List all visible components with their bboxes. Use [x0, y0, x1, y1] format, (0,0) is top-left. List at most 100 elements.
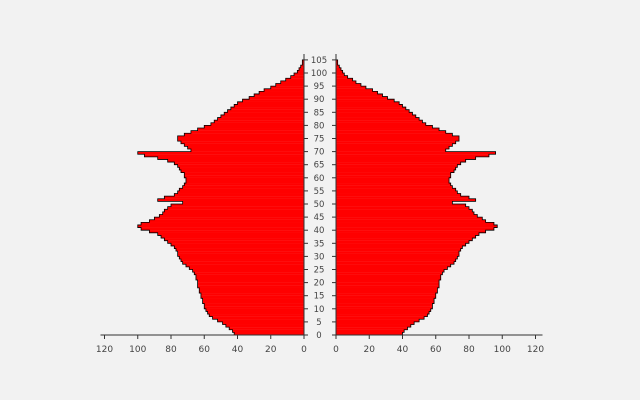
left-bar-age-70	[190, 148, 304, 152]
left-bar-age-6	[212, 316, 304, 320]
right-bar-age-26	[336, 264, 451, 268]
right-bar-age-101	[336, 67, 341, 71]
age-label-40: 40	[314, 226, 325, 236]
right-bar-age-21	[336, 277, 441, 281]
right-bar-age-98	[336, 75, 348, 79]
left-bar-age-31	[177, 251, 304, 254]
right-x-tick-label-0: 0	[333, 345, 339, 355]
right-bar-age-37	[336, 235, 476, 239]
right-bar-age-34	[336, 243, 466, 247]
right-bar-age-48	[336, 206, 469, 210]
left-bar-age-61	[184, 172, 304, 176]
left-bar-age-10	[204, 306, 304, 309]
right-bar-age-97	[336, 78, 353, 82]
left-bar-age-36	[164, 238, 304, 241]
left-bar-age-69	[137, 151, 304, 155]
right-bar-age-86	[336, 107, 406, 110]
left-bar-age-34	[171, 243, 304, 247]
age-label-0: 0	[316, 331, 321, 341]
age-label-25: 25	[314, 266, 325, 276]
right-bar-age-59	[336, 177, 450, 181]
right-bar-age-79	[336, 125, 433, 129]
left-bar-age-9	[205, 308, 304, 312]
right-bar-age-77	[336, 130, 446, 134]
left-bar-age-88	[237, 101, 304, 105]
right-bar-age-71	[336, 146, 450, 150]
right-bar-age-70	[336, 148, 446, 152]
right-bar-age-81	[336, 120, 423, 123]
right-bar-age-83	[336, 114, 416, 118]
right-bar-age-31	[336, 251, 460, 254]
right-bar-age-75	[336, 135, 460, 139]
left-x-tick-label-120: 120	[96, 345, 113, 355]
left-bar-age-19	[197, 282, 304, 286]
right-bar-age-36	[336, 238, 473, 241]
left-bar-age-103	[302, 62, 304, 66]
right-bar-age-61	[336, 172, 451, 176]
age-label-80: 80	[314, 121, 325, 131]
left-bar-age-24	[192, 269, 304, 273]
left-bar-age-29	[179, 256, 304, 260]
left-bar-age-55	[179, 188, 304, 192]
right-bar-age-2	[336, 327, 408, 330]
right-bar-age-30	[336, 253, 460, 257]
age-label-100: 100	[311, 69, 327, 79]
right-bar-age-33	[336, 245, 463, 249]
left-x-tick-label-20: 20	[265, 345, 277, 355]
left-bar-age-98	[290, 75, 304, 79]
right-bar-age-74	[336, 138, 460, 142]
left-bar-age-41	[137, 224, 304, 228]
right-bar-age-29	[336, 256, 458, 260]
left-bar-age-68	[144, 154, 304, 157]
right-bar-age-56	[336, 185, 453, 189]
left-bar-age-94	[270, 86, 304, 89]
right-bar-age-85	[336, 109, 410, 113]
right-bar-age-25	[336, 266, 448, 270]
right-x-tick-label-60: 60	[430, 345, 442, 355]
age-label-60: 60	[314, 174, 325, 184]
left-bar-age-48	[167, 206, 304, 210]
left-bar-age-86	[230, 107, 304, 110]
right-bar-age-67	[336, 156, 476, 160]
age-label-20: 20	[314, 279, 325, 289]
right-bar-age-46	[336, 211, 474, 215]
left-bar-age-79	[204, 125, 304, 129]
left-bar-age-25	[189, 266, 304, 270]
right-bar-age-12	[336, 300, 435, 304]
right-x-tick-label-80: 80	[463, 345, 475, 355]
age-label-5: 5	[316, 318, 321, 328]
left-bar-age-97	[285, 78, 304, 82]
left-bar-age-99	[294, 73, 304, 76]
left-x-tick-label-80: 80	[165, 345, 177, 355]
right-bar-age-15	[336, 293, 436, 296]
left-x-tick-label-60: 60	[199, 345, 211, 355]
left-bar-age-100	[297, 70, 304, 74]
left-bar-age-52	[164, 196, 304, 199]
left-bar-age-21	[195, 277, 304, 281]
right-bar-age-82	[336, 117, 420, 121]
right-bar-age-84	[336, 112, 413, 116]
left-bar-age-14	[200, 295, 305, 299]
right-bar-age-95	[336, 83, 361, 87]
left-bar-age-74	[177, 138, 304, 142]
right-bar-age-14	[336, 295, 436, 299]
right-bar-age-89	[336, 99, 395, 102]
right-bar-age-9	[336, 308, 431, 312]
right-bar-age-47	[336, 209, 473, 213]
left-bar-age-5	[217, 319, 304, 323]
age-label-30: 30	[314, 252, 325, 262]
left-bar-age-58	[185, 180, 304, 184]
left-bar-age-20	[197, 279, 304, 283]
right-bar-age-78	[336, 128, 440, 131]
left-bar-age-30	[177, 253, 304, 257]
right-bar-age-104	[336, 59, 338, 63]
right-bar-age-44	[336, 217, 483, 220]
right-bar-age-62	[336, 169, 455, 173]
left-x-tick-label-100: 100	[129, 345, 146, 355]
right-profile-outline	[335, 57, 498, 335]
left-profile-outline	[137, 57, 305, 335]
left-bar-age-90	[249, 96, 304, 100]
right-bar-age-54	[336, 190, 458, 194]
